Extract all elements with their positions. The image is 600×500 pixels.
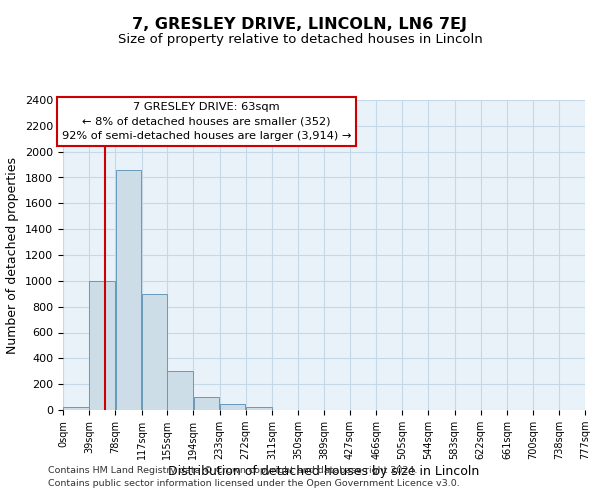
Bar (89, 281, 115, 410)
Text: 7, GRESLEY DRIVE, LINCOLN, LN6 7EJ: 7, GRESLEY DRIVE, LINCOLN, LN6 7EJ (133, 18, 467, 32)
Text: 7 GRESLEY DRIVE: 63sqm
← 8% of detached houses are smaller (352)
92% of semi-det: 7 GRESLEY DRIVE: 63sqm ← 8% of detached … (62, 102, 351, 141)
Bar (116, 170, 142, 410)
X-axis label: Distribution of detached houses by size in Lincoln: Distribution of detached houses by size … (169, 465, 479, 478)
Bar (194, 397, 219, 410)
Y-axis label: Number of detached properties: Number of detached properties (7, 156, 19, 354)
Bar (63, 408, 89, 410)
Bar (142, 294, 167, 410)
Bar (220, 404, 245, 410)
Bar (246, 408, 272, 410)
Text: Size of property relative to detached houses in Lincoln: Size of property relative to detached ho… (118, 32, 482, 46)
Bar (167, 371, 193, 410)
Text: Contains HM Land Registry data © Crown copyright and database right 2024.
Contai: Contains HM Land Registry data © Crown c… (48, 466, 460, 487)
